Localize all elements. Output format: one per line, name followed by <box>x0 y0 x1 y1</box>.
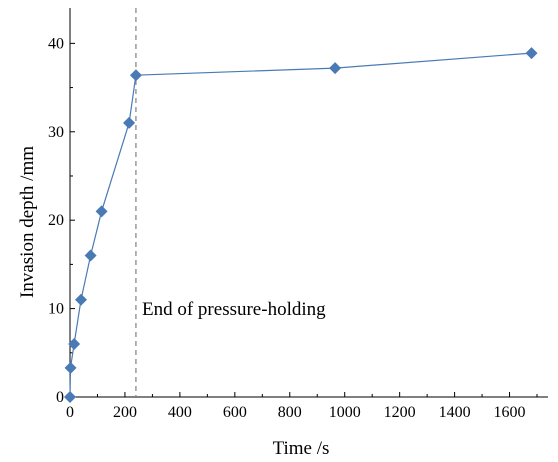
data-markers <box>64 47 538 403</box>
y-axis-title: Invasion depth /mm <box>17 146 38 298</box>
x-tick-label: 1400 <box>439 404 471 421</box>
annotation-end-of-pressure-holding: End of pressure-holding <box>142 299 326 320</box>
y-tick-label: 30 <box>48 124 64 141</box>
data-point <box>74 293 87 306</box>
series-line <box>69 52 532 398</box>
data-point <box>123 116 136 129</box>
x-tick-label: 200 <box>113 404 137 421</box>
y-tick-label: 10 <box>48 301 64 318</box>
axes <box>69 8 548 398</box>
data-point <box>64 361 77 374</box>
y-tick-label: 40 <box>48 35 64 52</box>
data-point <box>329 62 342 75</box>
data-point <box>84 249 97 262</box>
x-tick-label: 800 <box>278 404 302 421</box>
x-tick-label: 1200 <box>384 404 416 421</box>
data-point <box>525 47 538 60</box>
data-point <box>68 337 81 350</box>
x-tick-label: 400 <box>168 404 192 421</box>
x-tick-label: 0 <box>66 404 74 421</box>
x-tick-label: 1000 <box>329 404 361 421</box>
data-point <box>95 205 108 218</box>
axis-ticks: 0 200 400 600 800 1000 1200 1400 1600 0 10 20 30 40 <box>48 35 538 421</box>
x-tick-label: 600 <box>223 404 247 421</box>
y-tick-label: 0 <box>56 389 64 406</box>
data-point <box>129 69 142 82</box>
y-tick-label: 20 <box>48 212 64 229</box>
x-axis-title: Time /s <box>273 438 330 459</box>
data-point <box>64 391 76 403</box>
x-tick-label: 1600 <box>494 404 526 421</box>
